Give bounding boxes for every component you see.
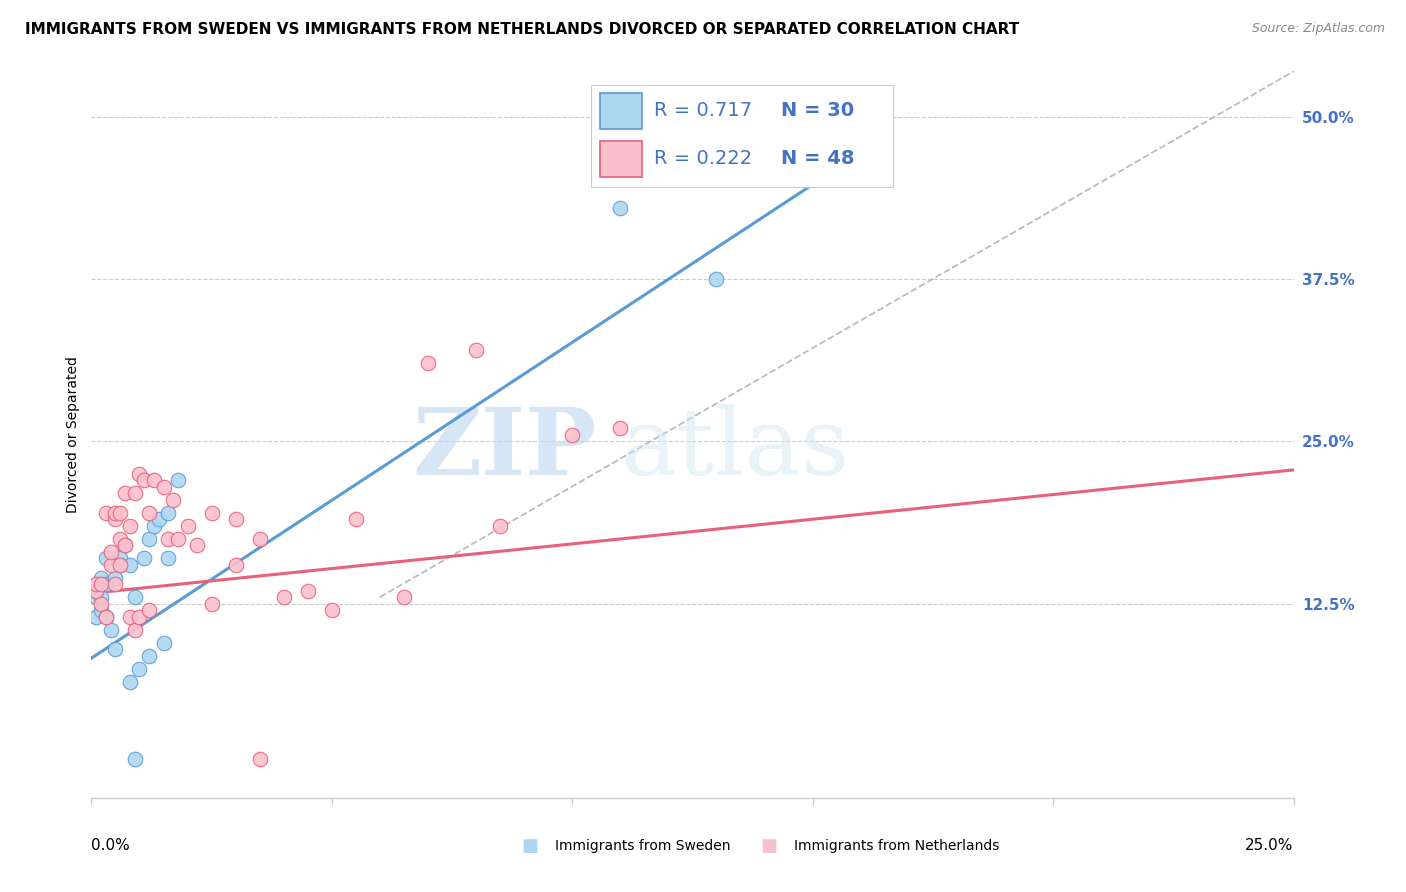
Point (100, 558, 122, 572)
Point (157, 532, 180, 546)
Text: 25.0%: 25.0% (1246, 838, 1294, 853)
Point (609, 421, 631, 435)
Point (489, 518, 512, 533)
Text: atlas: atlas (620, 404, 849, 494)
Point (152, 635, 174, 649)
Point (138, 506, 160, 520)
Point (124, 590, 146, 604)
Point (465, 343, 488, 358)
Point (162, 492, 184, 507)
Point (84, 577, 107, 591)
Text: R = 0.222: R = 0.222 (654, 149, 752, 168)
Point (94, 506, 117, 520)
Point (128, 609, 150, 624)
Point (94, 577, 117, 591)
Text: ■: ■ (522, 837, 538, 855)
Point (114, 486, 136, 500)
Point (124, 752, 146, 766)
Point (104, 642, 127, 657)
Point (134, 551, 156, 566)
Point (706, 272, 728, 286)
Point (118, 674, 141, 689)
Text: N = 30: N = 30 (780, 102, 853, 120)
Point (157, 551, 180, 566)
Point (128, 661, 150, 675)
Point (225, 558, 247, 572)
Text: Immigrants from Netherlands: Immigrants from Netherlands (794, 838, 1000, 853)
Text: 0.0%: 0.0% (91, 838, 131, 853)
Point (90, 571, 112, 585)
Point (249, 752, 271, 766)
Point (90, 597, 112, 611)
Point (321, 603, 343, 617)
Point (110, 551, 132, 566)
Text: ZIP: ZIP (412, 404, 596, 494)
Point (142, 518, 165, 533)
Point (273, 590, 295, 604)
Point (104, 577, 127, 591)
Y-axis label: Divorced or Separated: Divorced or Separated (66, 357, 80, 513)
Point (167, 532, 190, 546)
Point (84, 590, 107, 604)
Point (157, 506, 180, 520)
Bar (599, 141, 643, 177)
Text: R = 0.717: R = 0.717 (654, 102, 752, 120)
Point (176, 518, 198, 533)
Point (94, 609, 117, 624)
Point (118, 518, 141, 533)
Point (152, 480, 174, 494)
Point (561, 428, 583, 442)
Text: Source: ZipAtlas.com: Source: ZipAtlas.com (1251, 22, 1385, 36)
Point (104, 512, 127, 526)
Point (167, 473, 190, 487)
Point (114, 538, 136, 552)
Point (124, 623, 146, 637)
Bar (599, 93, 643, 128)
Point (90, 603, 112, 617)
Point (100, 623, 122, 637)
Text: ■: ■ (761, 837, 778, 855)
Text: N = 48: N = 48 (780, 149, 855, 168)
Point (90, 590, 112, 604)
Point (84, 609, 107, 624)
Point (100, 544, 122, 558)
Point (118, 609, 141, 624)
Point (124, 486, 146, 500)
Point (110, 558, 132, 572)
Point (94, 551, 117, 566)
Point (110, 532, 132, 546)
Point (114, 538, 136, 552)
Point (104, 506, 127, 520)
Point (138, 603, 160, 617)
Point (138, 532, 160, 546)
Point (416, 356, 439, 370)
Point (128, 467, 150, 481)
Point (344, 512, 367, 526)
Point (609, 201, 631, 215)
Point (110, 506, 132, 520)
Point (94, 609, 117, 624)
Point (138, 648, 160, 663)
Point (201, 506, 224, 520)
Point (225, 512, 247, 526)
Point (249, 532, 271, 546)
Point (134, 473, 156, 487)
Point (148, 512, 170, 526)
Point (297, 583, 319, 598)
Point (104, 571, 127, 585)
Point (201, 597, 224, 611)
Point (118, 558, 141, 572)
Point (392, 590, 415, 604)
Point (90, 577, 112, 591)
Point (84, 583, 107, 598)
Point (110, 558, 132, 572)
Text: Immigrants from Sweden: Immigrants from Sweden (555, 838, 731, 853)
Point (186, 538, 208, 552)
Text: IMMIGRANTS FROM SWEDEN VS IMMIGRANTS FROM NETHERLANDS DIVORCED OR SEPARATED CORR: IMMIGRANTS FROM SWEDEN VS IMMIGRANTS FRO… (25, 22, 1019, 37)
Point (142, 473, 165, 487)
